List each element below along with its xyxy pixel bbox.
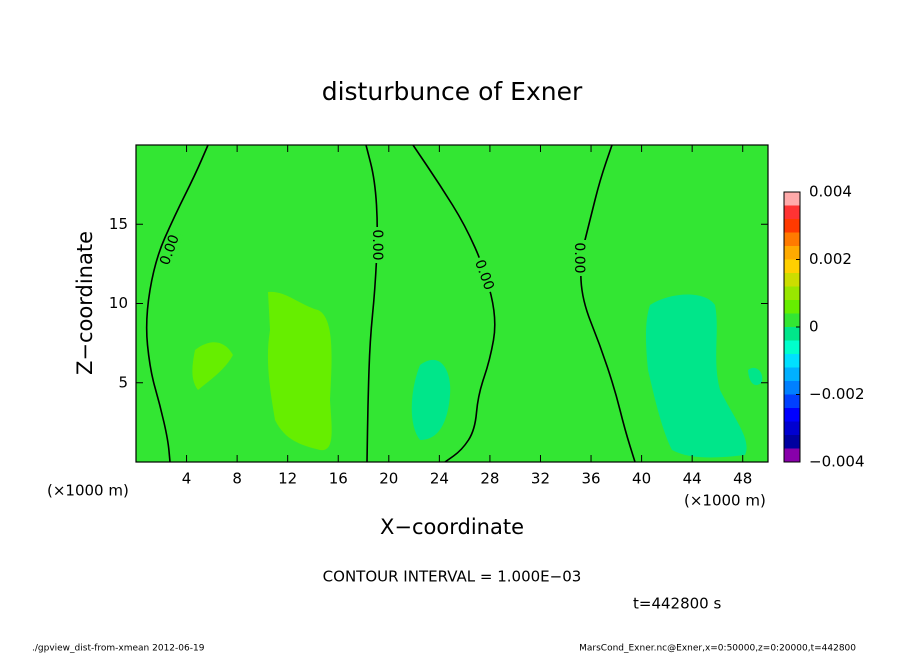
colorbar-cell <box>784 246 800 260</box>
y-unit: (×1000 m) <box>47 482 129 500</box>
contour-label: 0.00 <box>369 229 385 260</box>
field-region <box>645 294 747 458</box>
colorbar-tick-label: 0.004 <box>809 183 852 201</box>
contour-label-bg <box>572 240 586 276</box>
colorbar-cell <box>784 448 800 462</box>
contour-label-bg <box>157 230 183 270</box>
x-tick-label: 8 <box>232 470 242 488</box>
x-tick-label: 48 <box>733 470 752 488</box>
x-tick-label: 12 <box>278 470 297 488</box>
colorbar-cell <box>784 219 800 233</box>
colorbar-tick-label: 0 <box>809 318 819 336</box>
colorbar-cell <box>784 232 800 246</box>
colorbar-cell <box>784 313 800 327</box>
time-label: t=442800 s <box>633 595 721 613</box>
contour-label: 0.00 <box>571 242 587 273</box>
x-tick-label: 16 <box>329 470 348 488</box>
contour-line <box>580 145 636 462</box>
x-tick-label: 44 <box>683 470 702 488</box>
field-region <box>192 342 233 390</box>
colorbar-tick-label: −0.002 <box>809 385 865 403</box>
contour-label-bg <box>471 255 497 295</box>
colorbar-cell <box>784 300 800 314</box>
x-axis-label: X−coordinate <box>380 515 524 539</box>
colorbar-cell <box>784 367 800 381</box>
colorbar-cell <box>784 286 800 300</box>
colorbar-cell <box>784 421 800 435</box>
colorbar-cell <box>784 205 800 219</box>
colorbar-cell <box>784 259 800 273</box>
colorbar-cell <box>784 394 800 408</box>
contour-line <box>145 145 209 462</box>
x-unit: (×1000 m) <box>684 492 766 510</box>
x-tick-label: 32 <box>531 470 550 488</box>
x-tick-label: 36 <box>581 470 600 488</box>
x-tick-label: 24 <box>430 470 449 488</box>
footer-left: ./gpview_dist-from-xmean 2012-06-19 <box>32 644 205 654</box>
contour-line <box>412 145 496 462</box>
colorbar-cell <box>784 381 800 395</box>
plot-area: 0.00 0.000.00 0.00 <box>136 145 768 462</box>
field-region <box>267 291 332 451</box>
field-region <box>748 367 763 386</box>
contour-label-bg <box>370 227 384 263</box>
contour-interval: CONTOUR INTERVAL = 1.000E−03 <box>323 568 582 586</box>
chart-title: disturbunce of Exner <box>322 77 583 106</box>
colorbar-cell <box>784 273 800 287</box>
colorbar-cell <box>784 340 800 354</box>
colorbar-tick-label: 0.002 <box>809 250 852 268</box>
y-tick-label: 5 <box>118 373 128 391</box>
y-tick-label: 10 <box>109 294 128 312</box>
colorbar-cell <box>784 435 800 449</box>
x-tick-label: 4 <box>182 470 192 488</box>
colorbar-cell <box>784 327 800 341</box>
y-tick-label: 15 <box>109 215 128 233</box>
field-region <box>411 359 451 440</box>
x-tick-label: 40 <box>632 470 651 488</box>
y-axis-label: Z−coordinate <box>73 231 97 375</box>
footer-right: MarsCond_Exner.nc@Exner,x=0:50000,z=0:20… <box>579 644 856 654</box>
x-tick-label: 28 <box>480 470 499 488</box>
x-tick-label: 20 <box>379 470 398 488</box>
colorbar-cell <box>784 408 800 422</box>
colorbar-cell <box>784 354 800 368</box>
colorbar-tick-label: −0.004 <box>809 453 865 471</box>
colorbar-cell <box>784 192 800 206</box>
